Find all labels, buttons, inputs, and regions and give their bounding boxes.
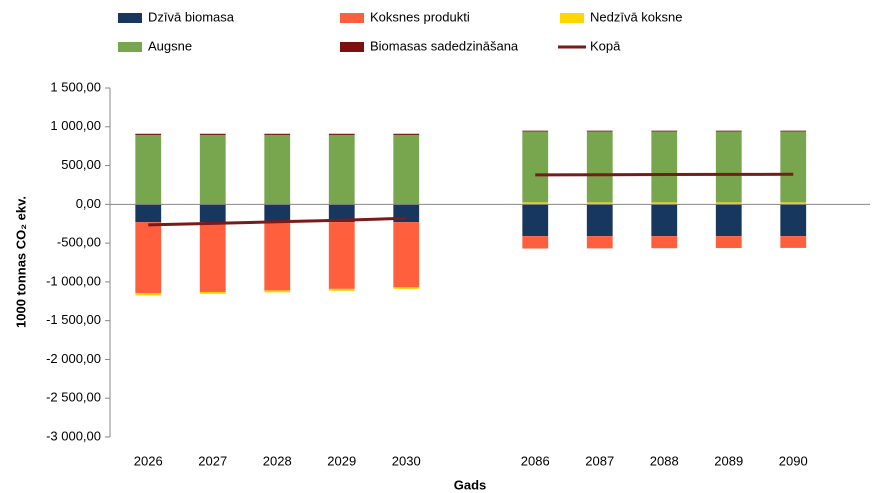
bar-segment	[135, 222, 162, 294]
x-tick-label: 2090	[779, 453, 808, 468]
bar-segment	[393, 287, 420, 289]
x-tick-label: 2087	[585, 453, 614, 468]
bar-segment	[586, 131, 613, 203]
bar-segment	[135, 134, 162, 205]
bar-segment	[199, 222, 226, 292]
bar-segment	[651, 204, 678, 237]
bar-segment	[393, 134, 420, 205]
x-tick-label: 2027	[198, 453, 227, 468]
bar-segment	[651, 130, 678, 132]
bar-segment	[264, 204, 291, 223]
bar-segment	[522, 236, 549, 249]
bar-segment	[715, 236, 742, 249]
bar-segment	[199, 291, 226, 294]
y-axis-label: 1000 tonnas CO₂ ekv.	[13, 196, 28, 328]
bar-segment	[715, 131, 742, 203]
x-axis-label: Gads	[454, 477, 487, 492]
bar-segment	[651, 236, 678, 249]
y-tick-label: 0,00	[76, 196, 101, 211]
bar-segment	[199, 133, 226, 135]
legend-swatch	[340, 42, 364, 52]
bar-segment	[264, 134, 291, 205]
y-tick-label: -2 000,00	[46, 351, 101, 366]
bar-segment	[780, 131, 807, 203]
y-tick-label: -3 000,00	[46, 428, 101, 443]
bar-segment	[522, 204, 549, 237]
x-tick-label: 2030	[392, 453, 421, 468]
bar-segment	[328, 134, 355, 205]
x-tick-label: 2088	[650, 453, 679, 468]
total-line	[148, 172, 794, 227]
bar-segment	[135, 293, 162, 296]
bar-segment	[651, 131, 678, 203]
bar-segment	[328, 133, 355, 135]
bar-segment	[780, 130, 807, 132]
y-tick-label: -1 000,00	[46, 273, 101, 288]
y-tick-label: 1 000,00	[50, 118, 101, 133]
bar-segment	[780, 204, 807, 237]
y-tick-label: -2 500,00	[46, 390, 101, 405]
bar-segment	[135, 204, 162, 223]
bar-segment	[586, 204, 613, 237]
bar-segment	[135, 133, 162, 135]
bar-segment	[199, 134, 226, 205]
bar-segment	[199, 204, 226, 223]
bar-segment	[393, 222, 420, 288]
legend-swatch	[560, 13, 584, 23]
bar-segment	[393, 133, 420, 135]
bar-segment	[780, 202, 807, 205]
bar-segment	[780, 236, 807, 248]
legend-swatch	[340, 13, 364, 23]
x-tick-label: 2029	[327, 453, 356, 468]
bar-segment	[328, 222, 355, 289]
y-tick-label: 1 500,00	[50, 79, 101, 94]
x-tick-label: 2028	[263, 453, 292, 468]
legend-label: Dzīvā biomasa	[148, 9, 235, 24]
bar-segment	[715, 130, 742, 132]
legend-label: Kopā	[590, 38, 621, 53]
bar-segment	[586, 202, 613, 205]
bar-segment	[264, 290, 291, 293]
x-tick-label: 2086	[521, 453, 550, 468]
bar-segment	[586, 236, 613, 249]
bar-segment	[715, 202, 742, 205]
legend-swatch	[118, 13, 142, 23]
bar-segment	[586, 130, 613, 132]
x-tick-label: 2026	[134, 453, 163, 468]
x-tick-label: 2089	[714, 453, 743, 468]
legend-swatch	[118, 42, 142, 52]
bar-segment	[264, 133, 291, 135]
legend-label: Nedzīvā koksne	[590, 9, 683, 24]
bar-segment	[264, 222, 291, 291]
bar-segment	[328, 204, 355, 223]
bar-segment	[651, 202, 678, 205]
y-tick-label: 500,00	[61, 157, 101, 172]
legend-label: Koksnes produkti	[370, 9, 470, 24]
bar-segment	[522, 202, 549, 205]
legend-label: Augsne	[148, 38, 192, 53]
bar-segment	[715, 204, 742, 237]
y-tick-label: -500,00	[57, 235, 101, 250]
y-tick-label: -1 500,00	[46, 312, 101, 327]
bar-segment	[522, 130, 549, 132]
legend-label: Biomasas sadedzināšana	[370, 38, 519, 53]
bar-segment	[522, 131, 549, 203]
bar-segment	[328, 288, 355, 291]
